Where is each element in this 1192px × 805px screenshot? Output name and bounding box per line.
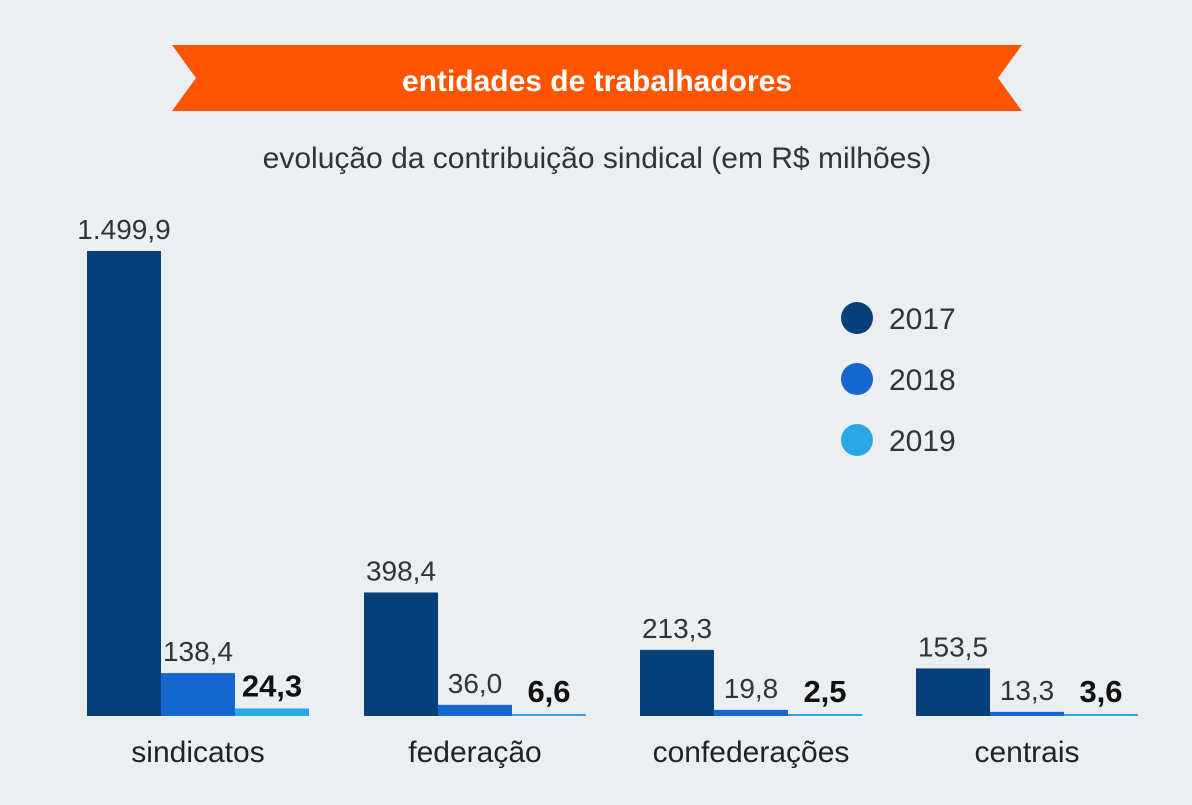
data-label-2019-1: 6,6 [527,674,570,709]
legend-label-2017: 2017 [889,303,956,336]
bar-2017-0 [87,251,161,716]
category-label-2: confederações [653,736,850,769]
legend-swatch-2019 [841,424,873,456]
legend-label-2018: 2018 [889,364,956,397]
bar-2019-0 [235,708,309,716]
chart-title: entidades de trabalhadores [402,65,792,98]
legend-label-2019: 2019 [889,425,956,458]
category-label-1: federação [408,736,541,769]
chart-subtitle: evolução da contribuição sindical (em R$… [263,142,932,175]
bar-2018-1 [438,704,512,716]
legend-item-2018: 2018 [841,363,956,397]
bar-2019-1 [512,713,586,716]
bar-2019-2 [788,714,862,716]
bar-2018-0 [161,673,235,716]
data-label-2018-3: 13,3 [1000,675,1055,706]
category-label-3: centrais [974,736,1079,769]
category-label-0: sindicatos [131,736,264,769]
data-label-2018-2: 19,8 [724,673,779,704]
data-label-2017-3: 153,5 [918,631,988,662]
bars-layer: 1.499,9 138,4 24,3 sindicatos 398,4 36,0 6,6 fe… [77,214,1138,769]
bar-2017-2 [640,649,714,716]
bar-2019-3 [1064,714,1138,716]
bar-2017-1 [364,592,438,716]
bar-group-2: 213,3 19,8 2,5 confederações [640,613,862,769]
bar-group-0: 1.499,9 138,4 24,3 sindicatos [77,214,309,769]
legend-swatch-2018 [841,363,873,395]
bar-2018-2 [714,709,788,716]
bar-2017-3 [916,668,990,716]
legend-item-2017: 2017 [841,302,956,336]
data-label-2017-0: 1.499,9 [77,214,170,245]
data-label-2017-1: 398,4 [366,555,436,586]
legend-swatch-2017 [841,302,873,334]
data-label-2018-0: 138,4 [163,636,233,667]
legend-item-2019: 2019 [841,424,956,458]
bar-2018-3 [990,711,1064,716]
bar-group-1: 398,4 36,0 6,6 federação [364,555,586,769]
data-label-2019-2: 2,5 [803,674,846,709]
title-banner: entidades de trabalhadores [172,45,1022,111]
data-label-2017-2: 213,3 [642,613,712,644]
banner-shape [172,45,1022,111]
data-label-2019-0: 24,3 [242,668,302,703]
legend: 2017 2018 2019 [841,302,956,458]
data-label-2019-3: 3,6 [1079,674,1122,709]
data-label-2018-1: 36,0 [448,668,503,699]
